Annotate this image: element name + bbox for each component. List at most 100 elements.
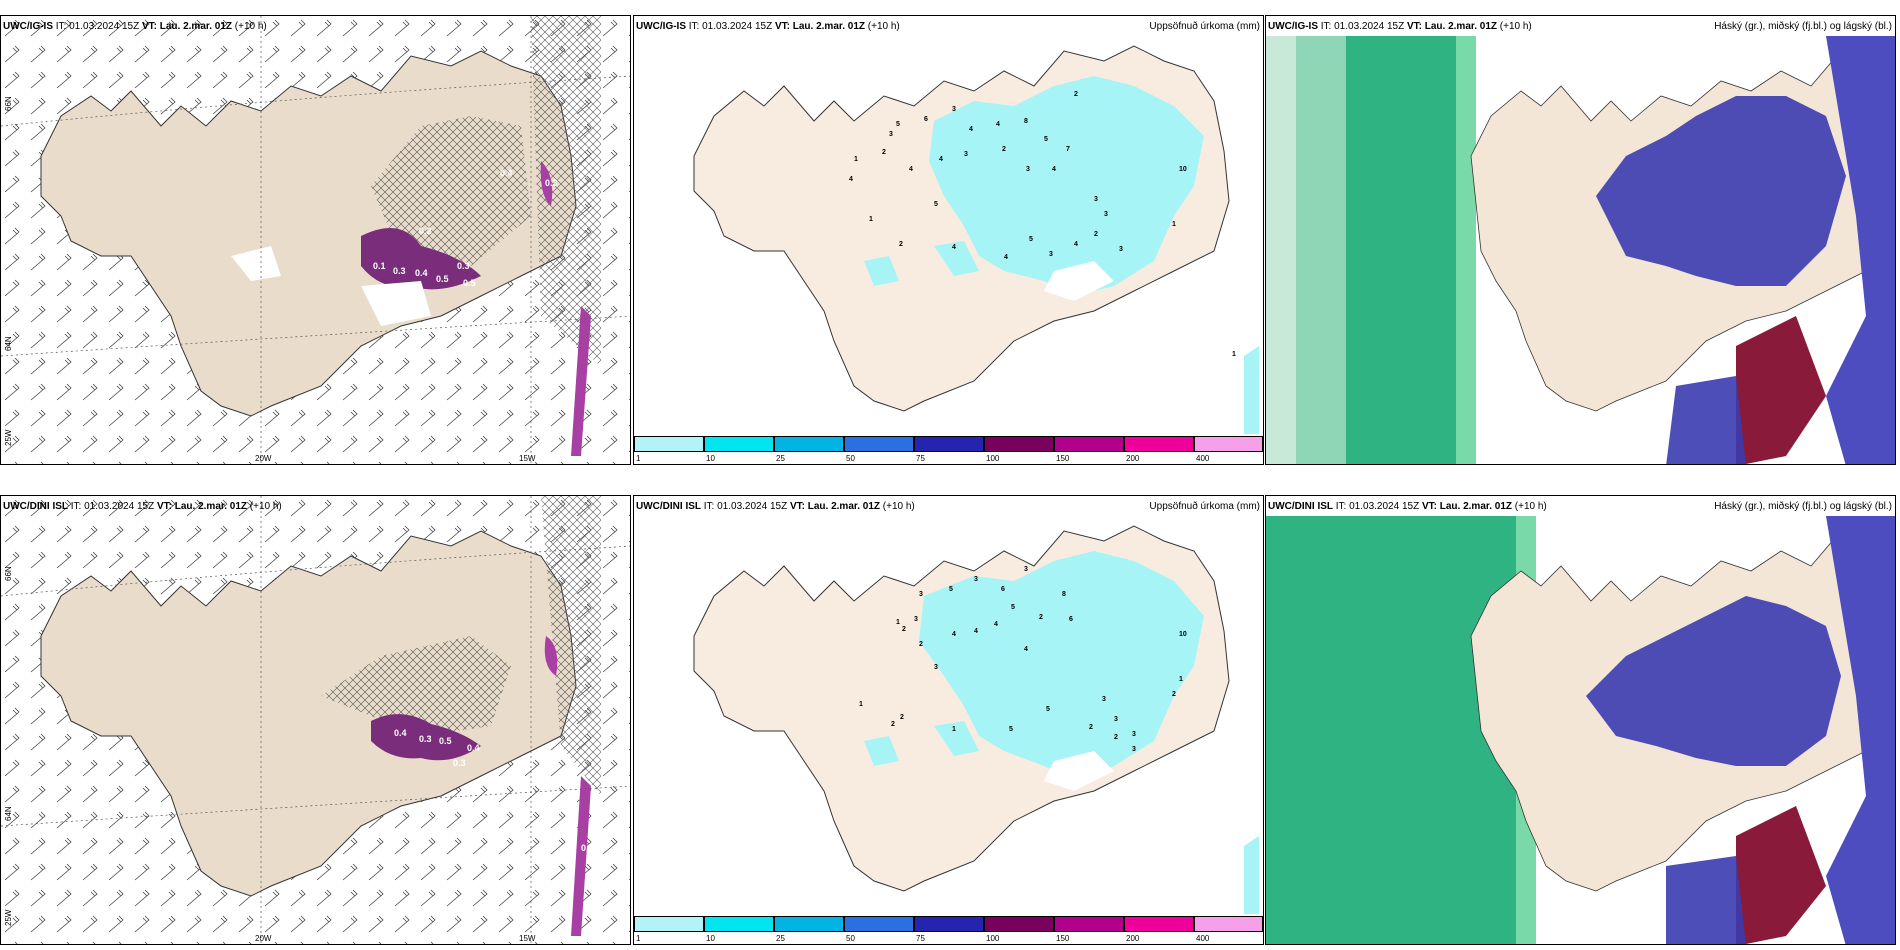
wind-panel-top: UWC/IG-IS IT: 01.03.2024 15Z VT: Lau. 2.… <box>0 15 631 465</box>
contour-value: 0.4 <box>467 743 480 753</box>
contour-value: 0.4 <box>500 168 513 178</box>
precip-value: 3 <box>974 576 978 583</box>
colorbar-swatch <box>704 436 774 452</box>
colorbar-swatch <box>634 916 704 932</box>
colorbar-swatch <box>844 916 914 932</box>
precip-value: 5 <box>1029 236 1033 243</box>
cloud-map <box>1266 36 1895 464</box>
precip-value: 4 <box>994 621 998 628</box>
colorbar-label: 1 <box>636 454 641 463</box>
precip-value: 3 <box>964 151 968 158</box>
contour-value: 0.5 <box>439 736 452 746</box>
precip-value: 1 <box>1232 351 1236 358</box>
colorbar-label: 400 <box>1196 454 1210 463</box>
precip-value: 4 <box>969 126 973 133</box>
precip-map <box>693 45 1259 456</box>
lat-label: 64N <box>4 336 13 351</box>
precip-value: 3 <box>1094 196 1098 203</box>
wind-map <box>1 16 630 464</box>
colorbar-label: 200 <box>1126 454 1140 463</box>
precip-value: 4 <box>1074 241 1078 248</box>
precip-value: 2 <box>1074 91 1078 98</box>
precip-value: 1 <box>854 156 858 163</box>
precip-value: 4 <box>1024 646 1028 653</box>
lat-label: 66N <box>4 566 13 581</box>
colorbar-swatch <box>634 436 704 452</box>
cloud-panel-top: UWC/IG-IS IT: 01.03.2024 15Z VT: Lau. 2.… <box>1265 15 1896 465</box>
colorbar-swatch <box>1194 916 1263 932</box>
colorbar-swatch <box>1124 916 1194 932</box>
colorbar-swatch <box>914 916 984 932</box>
precip-value: 2 <box>1114 734 1118 741</box>
precip-value: 8 <box>1062 591 1066 598</box>
contour-value: 0.3 <box>393 266 406 276</box>
precip-value: 5 <box>1044 136 1048 143</box>
panel-header: UWC/IG-IS IT: 01.03.2024 15Z VT: Lau. 2.… <box>1268 21 1532 32</box>
colorbar-swatch <box>704 916 774 932</box>
colorbar-label: 200 <box>1126 934 1140 943</box>
colorbar-label: 10 <box>706 454 715 463</box>
precip-value: 2 <box>1002 146 1006 153</box>
lon-label: 20W <box>255 934 272 943</box>
precip-value: 1 <box>1172 221 1176 228</box>
precip-value: 2 <box>1094 231 1098 238</box>
colorbar-swatch <box>844 436 914 452</box>
precip-value: 2 <box>1039 614 1043 621</box>
colorbar-label: 25 <box>776 454 785 463</box>
colorbar-swatch <box>984 436 1054 452</box>
colorbar-swatch <box>774 436 844 452</box>
precip-value: 5 <box>1009 726 1013 733</box>
colorbar-swatch <box>1054 916 1124 932</box>
contour-value: 0.5 <box>436 274 449 284</box>
precip-value: 2 <box>902 626 906 633</box>
precip-value: 3 <box>919 591 923 598</box>
precip-value: 4 <box>974 628 978 635</box>
contour-value: 0.2 <box>419 226 432 236</box>
precip-value: 3 <box>914 616 918 623</box>
colorbar-label: 150 <box>1056 454 1070 463</box>
precip-value: 7 <box>1066 146 1070 153</box>
precip-value: 2 <box>1089 724 1093 731</box>
colorbar-label: 10 <box>706 934 715 943</box>
colorbar-label: 50 <box>846 454 855 463</box>
precip-value: 5 <box>949 586 953 593</box>
colorbar-swatch <box>914 436 984 452</box>
colorbar-label: 100 <box>986 454 1000 463</box>
contour-value: 0.3 <box>453 758 466 768</box>
colorbar-label: 25 <box>776 934 785 943</box>
cloud-panel-bottom: UWC/DINI ISL IT: 01.03.2024 15Z VT: Lau.… <box>1265 495 1896 945</box>
precip-value: 4 <box>849 176 853 183</box>
precip-value: 3 <box>1026 166 1030 173</box>
precip-value: 2 <box>919 641 923 648</box>
lat-label: 66N <box>4 96 13 111</box>
precip-value: 4 <box>1004 254 1008 261</box>
precip-value: 6 <box>1001 586 1005 593</box>
precip-value: 5 <box>1046 706 1050 713</box>
precip-value: 4 <box>952 631 956 638</box>
contour-value: 0.1 <box>581 843 594 853</box>
lon-label: 20W <box>255 454 272 463</box>
precip-value: 10 <box>1179 166 1187 173</box>
precip-value: 5 <box>896 121 900 128</box>
panel-header: UWC/DINI ISL IT: 01.03.2024 15Z VT: Lau.… <box>3 501 282 512</box>
precip-panel-top: UWC/IG-IS IT: 01.03.2024 15Z VT: Lau. 2.… <box>633 15 1264 465</box>
precip-value: 4 <box>909 166 913 173</box>
precip-value: 6 <box>1069 616 1073 623</box>
colorbar-swatch <box>774 916 844 932</box>
lat-label: 25W <box>4 909 13 926</box>
contour-value: 0.3 <box>545 178 558 188</box>
colorbar-label: 75 <box>916 454 925 463</box>
colorbar-swatch <box>1054 436 1124 452</box>
colorbar-swatch <box>1194 436 1263 452</box>
lon-label: 15W <box>519 934 536 943</box>
wind-panel-bottom: UWC/DINI ISL IT: 01.03.2024 15Z VT: Lau.… <box>0 495 631 945</box>
precip-value: 5 <box>1011 604 1015 611</box>
panel-title: Háský (gr.), miðský (fj.bl.) og lágský (… <box>1714 21 1892 32</box>
precip-value: 3 <box>934 664 938 671</box>
contour-value: 0.3 <box>419 734 432 744</box>
precip-panel-bottom: UWC/DINI ISL IT: 01.03.2024 15Z VT: Lau.… <box>633 495 1264 945</box>
panel-title: Háský (gr.), miðský (fj.bl.) og lágský (… <box>1714 501 1892 512</box>
precip-colorbar: 1 10 25 50 75 100 150 200 400 <box>634 914 1263 944</box>
panel-header: UWC/DINI ISL IT: 01.03.2024 15Z VT: Lau.… <box>636 501 915 512</box>
panel-header: UWC/DINI ISL IT: 01.03.2024 15Z VT: Lau.… <box>1268 501 1547 512</box>
